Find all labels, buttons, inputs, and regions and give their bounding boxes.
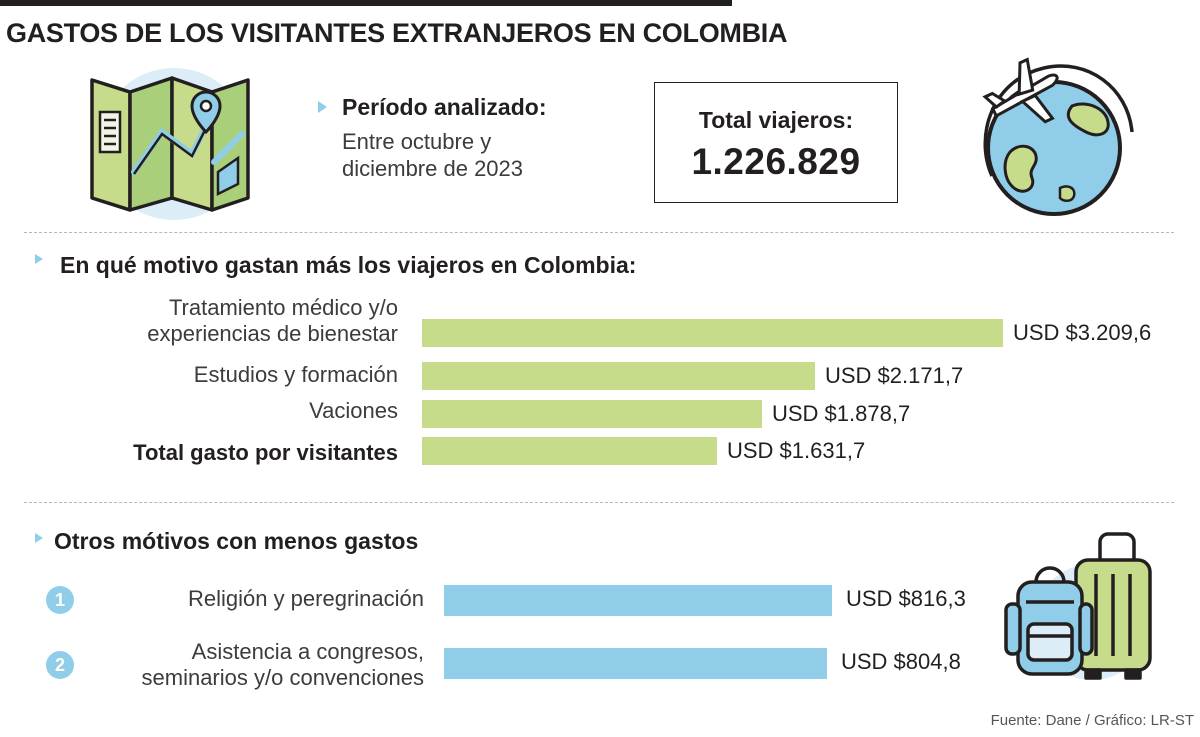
globe-airplane-icon	[982, 57, 1134, 216]
rank-badge: 1	[46, 586, 74, 614]
bar	[444, 648, 827, 679]
total-travelers-box: Total viajeros: 1.226.829	[654, 82, 898, 203]
value-label: USD $2.171,7	[825, 363, 964, 388]
value-label: USD $804,8	[841, 649, 961, 674]
section2-title: Otros mótivos con menos gastos	[54, 528, 419, 554]
page-title: GASTOS DE LOS VISITANTES EXTRANJEROS EN …	[6, 18, 788, 48]
top-rule	[0, 0, 732, 6]
section2-bullet-icon	[35, 533, 43, 543]
divider	[24, 232, 1174, 233]
value-label: USD $1.878,7	[772, 401, 911, 426]
value-label: USD $3.209,6	[1013, 320, 1152, 345]
section1-title: En qué motivo gastan más los viajeros en…	[60, 252, 637, 278]
section1-bullet-icon	[35, 254, 43, 264]
source-note: Fuente: Dane / Gráfico: LR-ST	[990, 712, 1194, 729]
total-travelers-label: Total viajeros:	[698, 107, 854, 133]
bar	[444, 585, 832, 616]
category-label: Asistencia a congresos, seminarios y/o c…	[141, 639, 424, 690]
bar	[422, 319, 1003, 347]
category-label: Vaciones	[309, 398, 398, 423]
luggage-icon	[1004, 532, 1152, 680]
value-label: USD $816,3	[846, 586, 966, 611]
divider	[24, 502, 1174, 503]
bar	[422, 362, 815, 390]
total-travelers-value: 1.226.829	[691, 141, 861, 182]
category-label: Religión y peregrinación	[187, 586, 424, 611]
period-value: Entre octubre y diciembre de 2023	[342, 129, 524, 181]
category-label: Tratamiento médico y/o experiencias de b…	[147, 295, 398, 346]
value-label: USD $1.631,7	[727, 438, 866, 463]
category-label: Total gasto por visitantes	[133, 440, 398, 465]
rank-badge: 2	[46, 651, 74, 679]
category-label: Estudios y formación	[193, 362, 398, 387]
bar	[422, 437, 717, 465]
bar	[422, 400, 762, 428]
period-bullet-icon	[318, 101, 327, 113]
period-label: Período analizado:	[342, 94, 547, 120]
map-icon	[90, 68, 250, 220]
